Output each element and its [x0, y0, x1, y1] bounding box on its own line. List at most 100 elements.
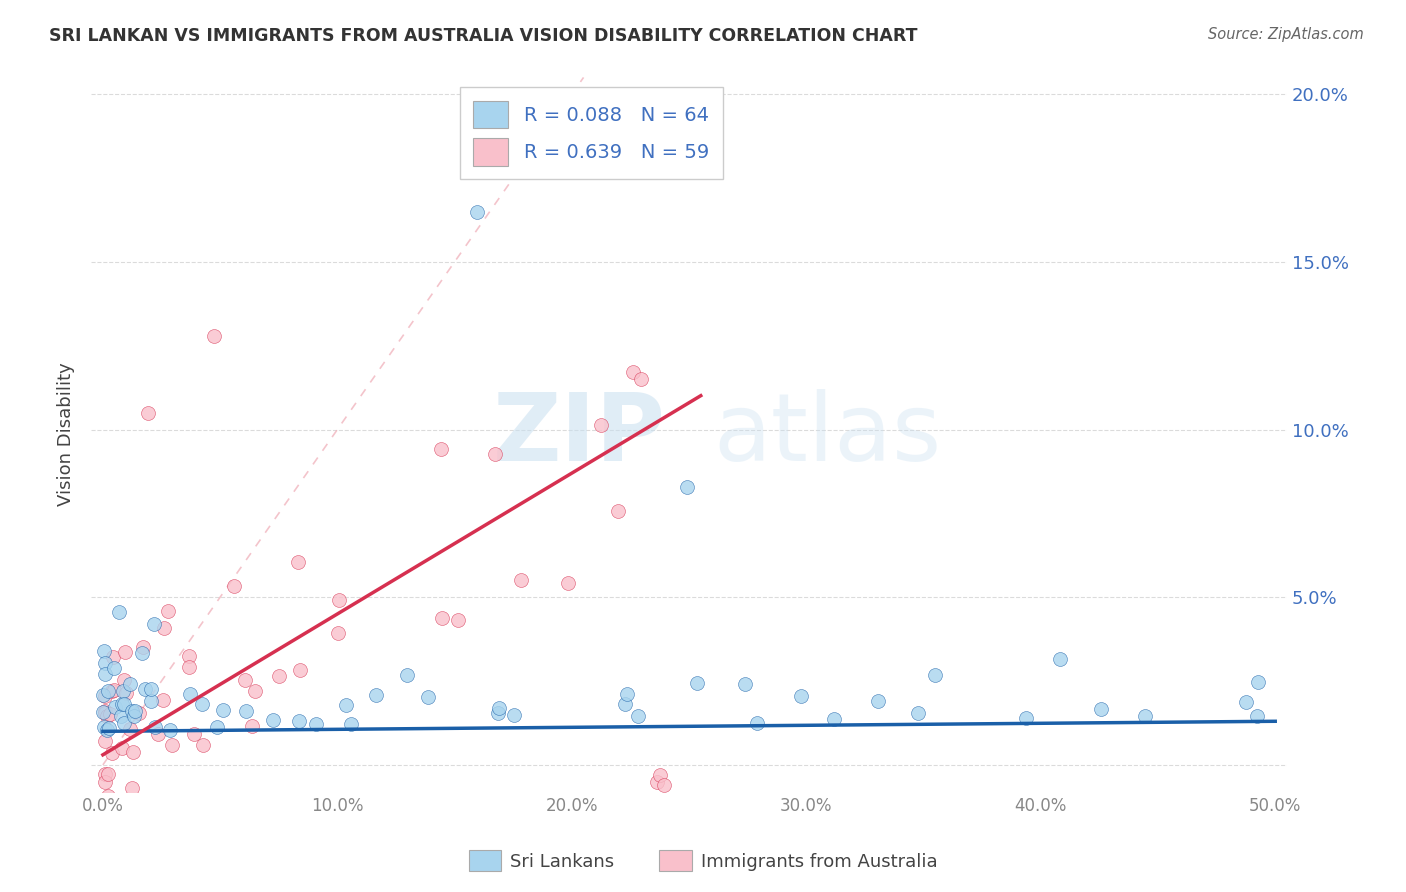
Sri Lankans [1234, 695, 1257, 709]
Text: ZIP: ZIP [492, 389, 665, 481]
Immigrants from Australia [94, 705, 117, 719]
Sri Lankans [205, 720, 228, 734]
Sri Lankans [823, 712, 845, 726]
Sri Lankans [866, 694, 889, 708]
Immigrants from Australia [121, 745, 143, 759]
Immigrants from Australia [650, 768, 672, 782]
Sri Lankans [1015, 711, 1038, 725]
Immigrants from Australia [240, 718, 263, 732]
Sri Lankans [502, 708, 524, 723]
Immigrants from Australia [222, 579, 245, 593]
Immigrants from Australia [160, 738, 183, 752]
Sri Lankans [907, 706, 929, 720]
Immigrants from Australia [630, 372, 652, 386]
Immigrants from Australia [124, 818, 146, 832]
Sri Lankans [142, 616, 165, 631]
Immigrants from Australia [645, 774, 668, 789]
Immigrants from Australia [243, 684, 266, 698]
Immigrants from Australia [98, 825, 121, 839]
Sri Lankans [110, 709, 132, 723]
Immigrants from Australia [118, 723, 141, 737]
Sri Lankans [262, 714, 284, 728]
Text: SRI LANKAN VS IMMIGRANTS FROM AUSTRALIA VISION DISABILITY CORRELATION CHART: SRI LANKAN VS IMMIGRANTS FROM AUSTRALIA … [49, 27, 918, 45]
Sri Lankans [1133, 708, 1156, 723]
Immigrants from Australia [100, 684, 122, 698]
Immigrants from Australia [177, 659, 200, 673]
Sri Lankans [159, 723, 181, 737]
Sri Lankans [122, 709, 145, 723]
Sri Lankans [96, 723, 118, 737]
Immigrants from Australia [94, 733, 117, 747]
Immigrants from Australia [177, 648, 200, 663]
Sri Lankans [93, 644, 115, 658]
Immigrants from Australia [326, 626, 349, 640]
Text: atlas: atlas [713, 389, 941, 481]
Sri Lankans [465, 204, 488, 219]
Sri Lankans [486, 706, 509, 721]
Sri Lankans [627, 708, 650, 723]
Immigrants from Australia [100, 707, 122, 722]
Immigrants from Australia [101, 649, 124, 664]
Sri Lankans [1049, 652, 1071, 666]
Immigrants from Australia [97, 767, 120, 781]
Sri Lankans [1247, 675, 1270, 690]
Sri Lankans [335, 698, 357, 712]
Sri Lankans [134, 681, 156, 696]
Sri Lankans [143, 720, 166, 734]
Sri Lankans [339, 717, 361, 731]
Sri Lankans [924, 668, 946, 682]
Sri Lankans [139, 694, 162, 708]
Sri Lankans [734, 677, 756, 691]
Sri Lankans [616, 687, 638, 701]
Immigrants from Australia [621, 365, 644, 379]
Sri Lankans [112, 697, 135, 711]
Immigrants from Australia [447, 614, 470, 628]
Sri Lankans [97, 684, 120, 698]
Immigrants from Australia [112, 673, 135, 688]
Immigrants from Australia [152, 693, 174, 707]
Immigrants from Australia [607, 504, 630, 518]
Sri Lankans [94, 656, 117, 670]
Sri Lankans [488, 700, 510, 714]
Immigrants from Australia [138, 406, 160, 420]
Immigrants from Australia [97, 815, 120, 830]
Immigrants from Australia [202, 328, 225, 343]
Immigrants from Australia [152, 621, 174, 635]
Sri Lankans [676, 479, 699, 493]
Sri Lankans [179, 686, 201, 700]
Sri Lankans [98, 721, 121, 735]
Immigrants from Australia [94, 689, 117, 703]
Immigrants from Australia [111, 740, 134, 755]
Immigrants from Australia [103, 683, 125, 698]
Sri Lankans [1090, 701, 1112, 715]
Immigrants from Australia [267, 669, 290, 683]
Sri Lankans [121, 704, 143, 718]
Sri Lankans [396, 668, 419, 682]
Sri Lankans [91, 688, 114, 702]
Immigrants from Australia [287, 555, 309, 569]
Sri Lankans [111, 698, 134, 712]
Legend: Sri Lankans, Immigrants from Australia: Sri Lankans, Immigrants from Australia [461, 843, 945, 879]
Sri Lankans [107, 605, 129, 619]
Immigrants from Australia [157, 604, 180, 618]
Sri Lankans [235, 704, 257, 718]
Sri Lankans [93, 719, 115, 733]
Sri Lankans [112, 684, 135, 698]
Sri Lankans [304, 716, 326, 731]
Sri Lankans [104, 700, 127, 714]
Sri Lankans [288, 714, 311, 729]
Immigrants from Australia [128, 706, 150, 720]
Immigrants from Australia [591, 417, 613, 432]
Immigrants from Australia [233, 673, 256, 687]
Immigrants from Australia [121, 780, 143, 795]
Sri Lankans [94, 666, 117, 681]
Sri Lankans [91, 705, 114, 719]
Immigrants from Australia [114, 645, 136, 659]
Sri Lankans [190, 698, 212, 712]
Immigrants from Australia [484, 447, 506, 461]
Immigrants from Australia [328, 593, 350, 607]
Immigrants from Australia [94, 706, 117, 720]
Sri Lankans [747, 715, 769, 730]
Immigrants from Australia [101, 746, 124, 760]
Sri Lankans [103, 661, 125, 675]
